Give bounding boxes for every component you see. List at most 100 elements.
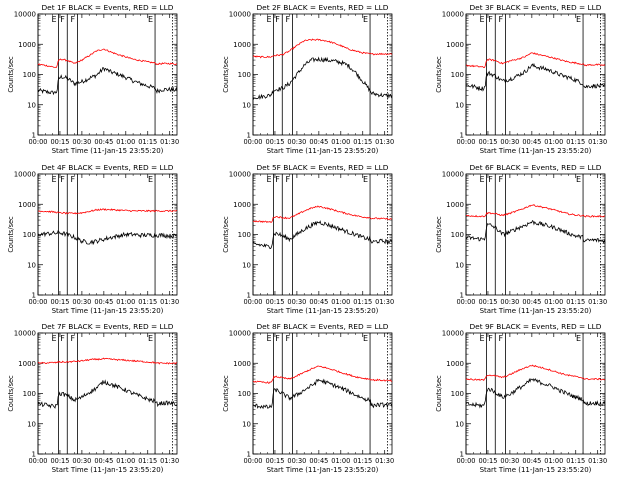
x-tick-label: 00:15 [50,298,69,306]
y-tick-label: 100 [23,390,36,398]
panel-title: Det 6F BLACK = Events, RED = LLD [469,163,601,172]
y-tick-label: 10000 [14,171,36,179]
y-tick-label: 1000 [233,360,251,368]
series-lld-line [37,208,178,215]
x-tick-label: 00:00 [28,138,47,146]
interval-marker-letter: F [60,334,65,343]
interval-marker-letter: F [71,334,76,343]
x-tick-label: 01:00 [544,138,563,146]
x-axis-label: Start Time (11-Jan-15 23:55:20) [52,307,164,315]
detector-panel-7: Det 7F BLACK = Events, RED = LLD 1 10 100 10… [7,322,179,474]
series-lld-line [37,48,178,68]
x-tick-label: 01:15 [566,138,585,146]
y-tick-label: 10 [27,101,36,109]
interval-marker-letter: E [363,15,368,24]
x-tick-label: 00:00 [28,298,47,306]
detector-panel-6: Det 6F BLACK = Events, RED = LLD 1 10 100 10… [435,163,607,315]
x-axis-label: Start Time (11-Jan-15 23:55:20) [267,466,379,474]
y-axis-label: Counts/sec [435,375,443,412]
y-tick-label: 10 [455,101,464,109]
interval-marker-letter: E [266,175,271,184]
interval-marker-letter: F [488,15,493,24]
series-events-line [252,56,393,100]
y-tick-label: 100 [238,390,251,398]
series-events-line [465,62,606,92]
series-events-line [37,379,178,409]
x-tick-label: 01:15 [138,298,157,306]
x-tick-label: 01:30 [375,457,394,465]
interval-marker-letter: F [286,334,291,343]
x-tick-label: 01:00 [544,298,563,306]
y-axis-label: Counts/sec [7,216,15,253]
y-tick-label: 10000 [442,330,464,338]
series-events-line [252,378,393,410]
x-tick-label: 00:15 [265,138,284,146]
y-tick-label: 1 [32,132,36,140]
series-lld-line [37,357,178,365]
x-tick-label: 01:15 [353,298,372,306]
interval-marker-letter: E [51,175,56,184]
y-axis-label: Counts/sec [222,56,230,93]
x-tick-label: 01:30 [375,138,394,146]
x-tick-label: 00:45 [522,298,541,306]
x-axis-label: Start Time (11-Jan-15 23:55:20) [480,147,592,155]
x-tick-label: 01:00 [331,298,350,306]
interval-marker-letter: E [363,175,368,184]
interval-marker-letter: E [479,334,484,343]
interval-marker-letter: F [499,15,504,24]
y-tick-label: 1000 [233,41,251,49]
x-tick-label: 01:30 [588,138,607,146]
panel-title: Det 8F BLACK = Events, RED = LLD [256,322,388,331]
y-tick-label: 1000 [446,201,464,209]
x-tick-label: 01:30 [588,457,607,465]
series-events-line [37,66,178,96]
panel-title: Det 7F BLACK = Events, RED = LLD [41,322,173,331]
detector-panel-2: Det 2F BLACK = Events, RED = LLD 1 10 100 10… [222,3,394,155]
y-tick-label: 1 [32,451,36,459]
x-tick-label: 01:15 [138,138,157,146]
y-tick-label: 10000 [442,11,464,19]
x-tick-label: 01:30 [160,138,179,146]
x-tick-label: 01:00 [116,298,135,306]
series-events-line [252,220,393,250]
interval-marker-letter: F [71,175,76,184]
interval-marker-letter: E [148,175,153,184]
detector-panel-4: Det 4F BLACK = Events, RED = LLD 1 10 100 10… [7,163,179,315]
interval-marker-letter: E [148,15,153,24]
x-tick-label: 00:45 [94,457,113,465]
y-tick-label: 1 [247,451,251,459]
x-tick-label: 00:15 [478,298,497,306]
interval-marker-letter: E [479,15,484,24]
y-tick-label: 100 [23,71,36,79]
series-lld-line [252,205,393,224]
x-tick-label: 00:45 [94,298,113,306]
x-tick-label: 00:30 [72,298,91,306]
panel-title: Det 9F BLACK = Events, RED = LLD [469,322,601,331]
x-tick-label: 01:15 [138,457,157,465]
y-tick-label: 10 [242,420,251,428]
interval-marker-letter: F [488,334,493,343]
y-axis-label: Counts/sec [7,375,15,412]
y-tick-label: 100 [23,231,36,239]
x-tick-label: 00:45 [94,138,113,146]
interval-marker-letter: E [479,175,484,184]
panel-title: Det 1F BLACK = Events, RED = LLD [41,3,173,12]
y-tick-label: 1 [460,292,464,300]
series-lld-line [252,38,393,59]
y-tick-label: 10 [27,261,36,269]
y-axis-label: Counts/sec [222,216,230,253]
x-tick-label: 01:30 [160,298,179,306]
x-axis-label: Start Time (11-Jan-15 23:55:20) [480,307,592,315]
x-tick-label: 00:30 [287,457,306,465]
y-tick-label: 1000 [18,41,36,49]
x-tick-label: 01:30 [375,298,394,306]
interval-marker-letter: E [51,15,56,24]
y-tick-label: 1000 [233,201,251,209]
y-tick-label: 10 [242,101,251,109]
x-tick-label: 00:15 [50,457,69,465]
x-tick-label: 01:15 [353,138,372,146]
x-tick-label: 01:00 [116,457,135,465]
y-tick-label: 10000 [229,330,251,338]
interval-marker-letter: F [275,334,280,343]
interval-marker-letter: E [363,334,368,343]
